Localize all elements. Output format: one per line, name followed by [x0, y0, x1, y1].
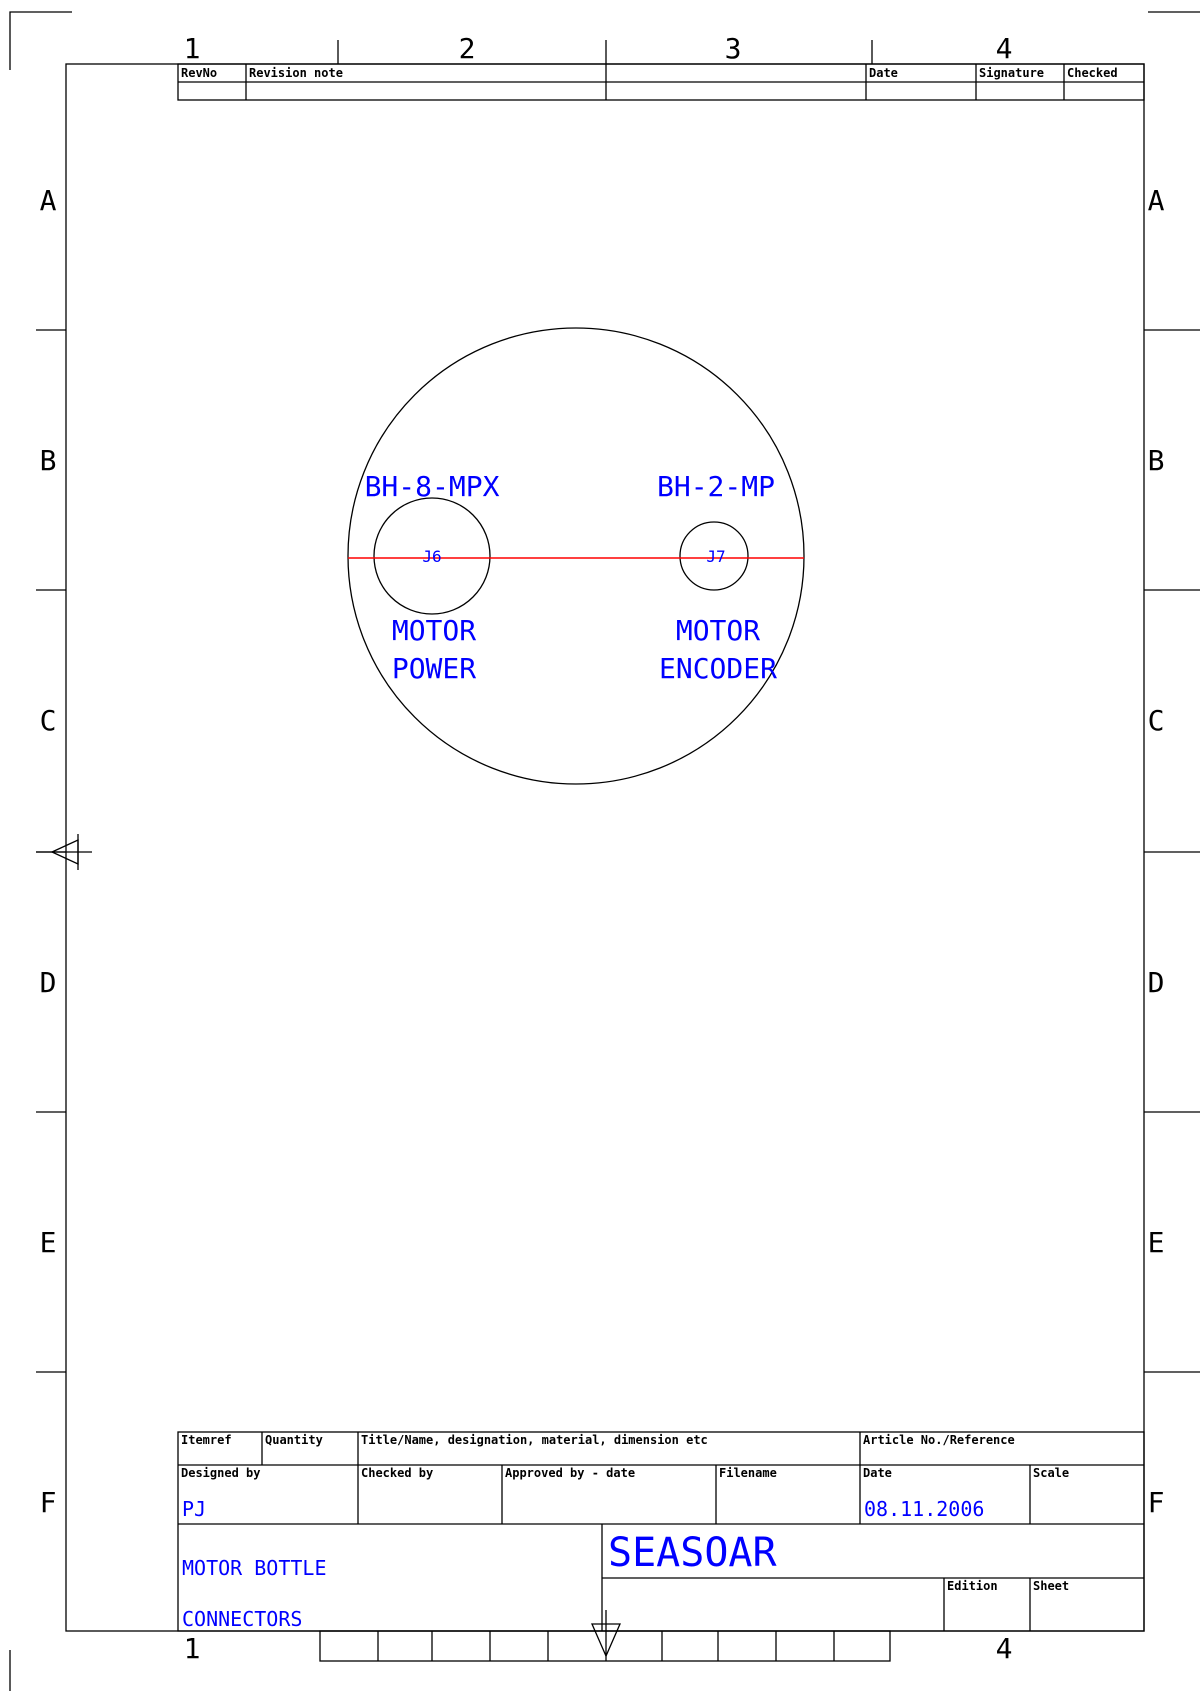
row-label-f-right: F — [1148, 1486, 1165, 1519]
scale-header: Scale — [1033, 1466, 1069, 1480]
row-label-a-right: A — [1148, 184, 1165, 217]
itemref-header: Itemref — [181, 1433, 232, 1447]
connector-j6-function-line1: MOTOR — [392, 614, 476, 647]
row-label-f: F — [40, 1486, 57, 1519]
connector-j6-ref: J6 — [422, 547, 441, 566]
company-name: SEASOAR — [608, 1530, 777, 1576]
connector-j7-function-line2: ENCODER — [659, 652, 777, 685]
column-label-3: 3 — [725, 32, 742, 65]
article-no-header: Article No./Reference — [863, 1433, 1015, 1447]
date-header: Date — [869, 66, 898, 80]
checked-header: Checked — [1067, 66, 1118, 80]
row-label-a: A — [40, 184, 57, 217]
row-label-c-right: C — [1148, 704, 1165, 737]
row-label-d: D — [40, 966, 57, 999]
checked-by-header: Checked by — [361, 1466, 433, 1480]
connector-j6-outline — [373, 497, 491, 615]
drawing-title-line2: CONNECTORS — [182, 1607, 302, 1631]
drawing-border — [65, 63, 1145, 1632]
edition-header: Edition — [947, 1579, 998, 1593]
drawing-title-line1: MOTOR BOTTLE — [182, 1556, 327, 1580]
connector-j7-outline — [679, 521, 749, 591]
rev-no-header: RevNo — [181, 66, 217, 80]
row-label-e: E — [40, 1226, 57, 1259]
connector-j7-type: BH-2-MP — [657, 470, 775, 503]
row-label-b: B — [40, 444, 57, 477]
title-name-header: Title/Name, designation, material, dimen… — [361, 1433, 708, 1447]
column-label-2: 2 — [459, 32, 476, 65]
sheet-header: Sheet — [1033, 1579, 1069, 1593]
revision-note-header: Revision note — [249, 66, 343, 80]
connector-j7-function-line1: MOTOR — [676, 614, 760, 647]
row-label-d-right: D — [1148, 966, 1165, 999]
row-label-e-right: E — [1148, 1226, 1165, 1259]
connector-j6-type: BH-8-MPX — [365, 470, 500, 503]
row-label-b-right: B — [1148, 444, 1165, 477]
signature-header: Signature — [979, 66, 1044, 80]
connector-j6-function-line2: POWER — [392, 652, 476, 685]
approved-by-header: Approved by - date — [505, 1466, 635, 1480]
quantity-header: Quantity — [265, 1433, 323, 1447]
connector-j7-ref: J7 — [706, 547, 725, 566]
row-label-c: C — [40, 704, 57, 737]
bottom-ruler — [319, 1630, 891, 1662]
date-value: 08.11.2006 — [864, 1497, 984, 1521]
designed-by-header: Designed by — [181, 1466, 260, 1480]
column-label-1: 1 — [184, 32, 201, 65]
column-label-1-bottom: 1 — [184, 1632, 201, 1665]
filename-header: Filename — [719, 1466, 777, 1480]
title-date-header: Date — [863, 1466, 892, 1480]
column-label-4-bottom: 4 — [996, 1632, 1013, 1665]
column-label-4: 4 — [996, 32, 1013, 65]
bottle-end-cap-outline — [347, 327, 805, 785]
designed-by-value: PJ — [182, 1497, 206, 1521]
